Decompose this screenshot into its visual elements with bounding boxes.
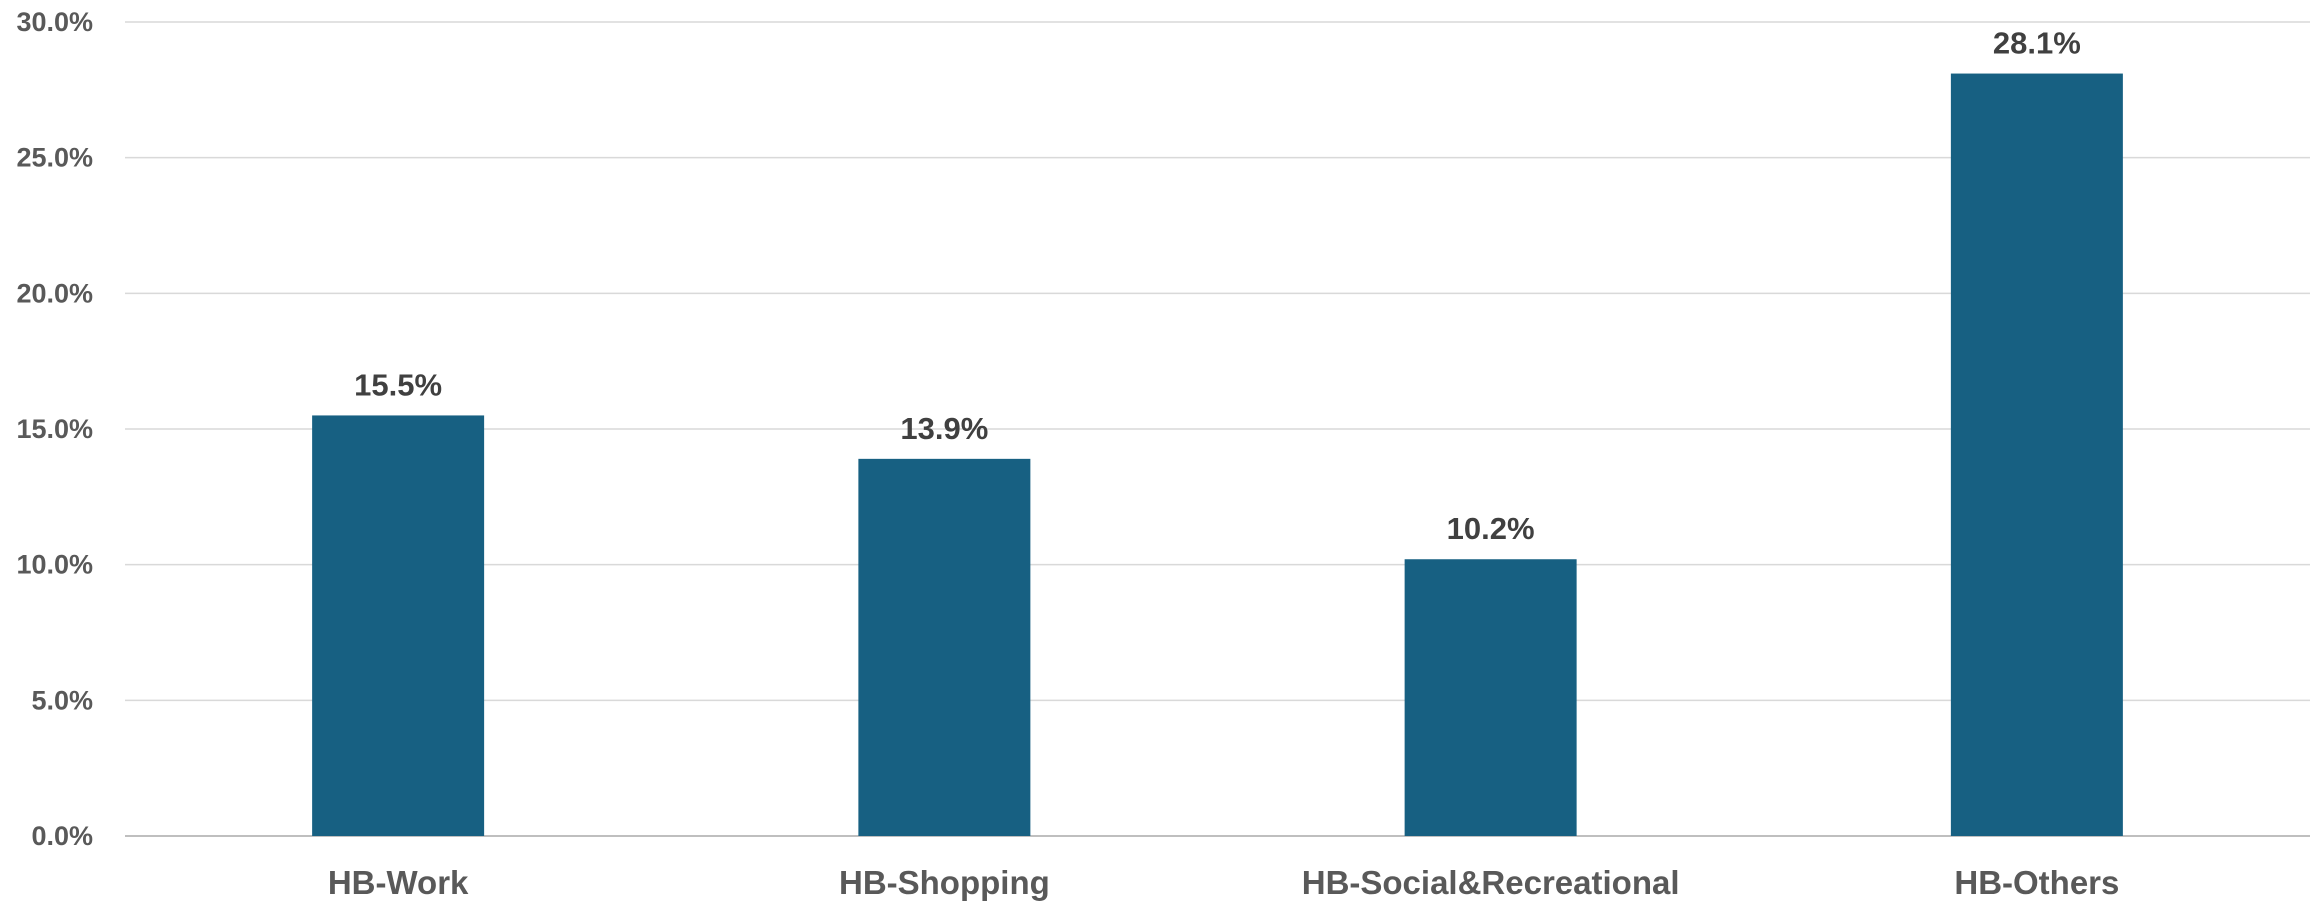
y-tick-label: 25.0% bbox=[16, 143, 93, 173]
y-tick-label: 10.0% bbox=[16, 550, 93, 580]
x-tick-label: HB-Shopping bbox=[839, 864, 1050, 901]
bar bbox=[1950, 73, 2123, 836]
data-labels: 15.5% 13.9% 10.2% 28.1% bbox=[354, 26, 2081, 547]
y-tick-label: 30.0% bbox=[16, 7, 93, 37]
gridlines bbox=[125, 21, 2310, 837]
x-tick-label: HB-Others bbox=[1954, 864, 2119, 901]
data-label: 15.5% bbox=[354, 367, 442, 402]
y-tick-label: 5.0% bbox=[31, 685, 93, 715]
bar bbox=[1404, 559, 1577, 836]
y-tick-label: 20.0% bbox=[16, 278, 93, 308]
data-label: 10.2% bbox=[1447, 511, 1535, 546]
data-label: 28.1% bbox=[1993, 26, 2081, 61]
y-tick-label: 15.0% bbox=[16, 414, 93, 444]
y-axis-tick-labels: 0.0% 5.0% 10.0% 15.0% 20.0% 25.0% 30.0% bbox=[16, 7, 93, 851]
x-axis-tick-labels: HB-Work HB-Shopping HB-Social&Recreational… bbox=[328, 864, 2120, 901]
data-label: 13.9% bbox=[900, 411, 988, 446]
bar bbox=[312, 415, 485, 836]
bar bbox=[858, 458, 1031, 836]
x-tick-label: HB-Social&Recreational bbox=[1302, 864, 1680, 901]
x-tick-label: HB-Work bbox=[328, 864, 469, 901]
y-tick-label: 0.0% bbox=[31, 821, 93, 851]
bars bbox=[312, 73, 2123, 836]
